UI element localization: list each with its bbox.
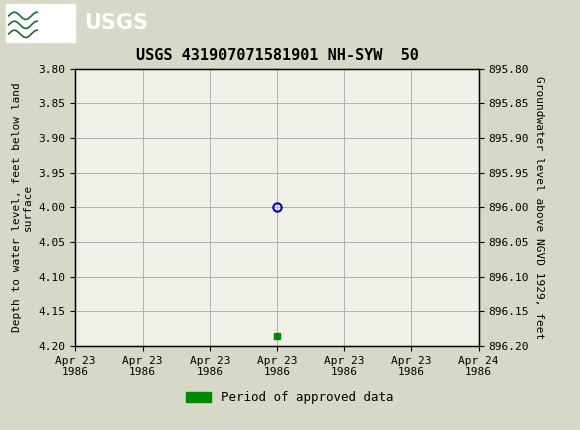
Title: USGS 431907071581901 NH-SYW  50: USGS 431907071581901 NH-SYW 50 [136, 49, 418, 64]
Y-axis label: Groundwater level above NGVD 1929, feet: Groundwater level above NGVD 1929, feet [534, 76, 544, 339]
Legend: Period of approved data: Period of approved data [182, 386, 399, 409]
Text: USGS: USGS [84, 12, 148, 33]
Y-axis label: Depth to water level, feet below land
surface: Depth to water level, feet below land su… [12, 83, 33, 332]
Bar [6, 3, 75, 42]
